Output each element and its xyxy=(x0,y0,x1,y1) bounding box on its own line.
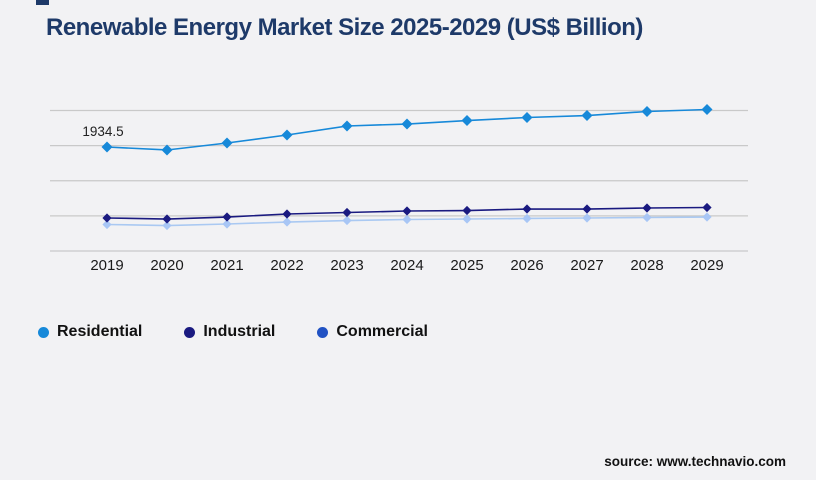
legend-item-residential[interactable]: Residential xyxy=(38,323,142,341)
commercial-marker-2024 xyxy=(402,214,412,225)
commercial-marker-2023 xyxy=(342,215,352,226)
industrial-series xyxy=(102,202,712,224)
commercial-marker-2020 xyxy=(162,220,172,231)
commercial-marker-2022 xyxy=(282,217,292,227)
x-axis-label-2026: 2026 xyxy=(510,257,543,274)
x-axis-label-2022: 2022 xyxy=(270,257,303,274)
commercial-series xyxy=(102,212,712,231)
x-axis-label-2029: 2029 xyxy=(690,257,723,274)
residential-marker-2019 xyxy=(101,141,113,153)
industrial-marker-2029 xyxy=(702,202,712,213)
residential-point-label: 1934.5 xyxy=(82,124,123,139)
industrial-marker-2024 xyxy=(402,206,412,216)
residential-marker-2027 xyxy=(581,110,593,122)
legend-label: Commercial xyxy=(336,323,428,340)
legend-label: Residential xyxy=(57,323,143,340)
industrial-marker-2020 xyxy=(162,214,172,224)
commercial-marker-2029 xyxy=(702,212,712,222)
commercial-marker-2028 xyxy=(642,212,652,223)
x-axis-label-2024: 2024 xyxy=(390,257,423,274)
industrial-marker-2022 xyxy=(282,209,292,219)
residential-marker-2020 xyxy=(161,144,173,156)
commercial-marker-2027 xyxy=(582,213,592,223)
gridlines xyxy=(50,109,748,252)
chart-title: Renewable Energy Market Size 2025-2029 (… xyxy=(46,14,643,41)
industrial-marker-2027 xyxy=(582,204,592,214)
x-axis-label-2020: 2020 xyxy=(150,257,183,274)
x-axis-label-2028: 2028 xyxy=(630,257,663,274)
residential-marker-2029 xyxy=(701,104,713,116)
residential-line xyxy=(106,108,708,151)
commercial-marker-2021 xyxy=(222,219,232,229)
residential-marker-2025 xyxy=(461,115,473,127)
industrial-legend-dot-icon xyxy=(184,326,196,338)
residential-marker-2028 xyxy=(641,105,653,117)
corner-accent-mark xyxy=(36,0,49,5)
industrial-marker-2019 xyxy=(102,213,112,223)
x-axis-labels: 2019 2020 2021 2022 2023 2024 2025 2026 2027 2028… xyxy=(90,257,723,274)
x-axis-label-2025: 2025 xyxy=(450,257,483,274)
legend-item-industrial[interactable]: Industrial xyxy=(184,323,275,341)
residential-marker-2022 xyxy=(281,129,293,141)
industrial-marker-2025 xyxy=(462,205,472,216)
residential-marker-2023 xyxy=(341,120,353,132)
commercial-marker-2025 xyxy=(462,214,472,224)
industrial-marker-2023 xyxy=(342,207,352,218)
commercial-marker-2019 xyxy=(102,219,112,230)
industrial-marker-2028 xyxy=(642,203,652,213)
legend-item-commercial[interactable]: Commercial xyxy=(317,323,428,341)
commercial-marker-2026 xyxy=(522,213,532,224)
residential-series: 1934.5 xyxy=(82,104,713,156)
source-attribution: source: www.technavio.com xyxy=(604,454,786,469)
x-axis-label-2023: 2023 xyxy=(330,257,363,274)
residential-legend-dot-icon xyxy=(38,326,49,338)
residential-marker-2021 xyxy=(221,137,233,149)
x-axis-label-2021: 2021 xyxy=(210,257,243,274)
commercial-legend-dot-icon xyxy=(317,326,329,338)
chart-legend: Residential Industrial Commercial xyxy=(38,323,428,341)
legend-label: Industrial xyxy=(203,323,276,340)
x-axis-label-2019: 2019 xyxy=(90,257,123,274)
industrial-marker-2026 xyxy=(522,204,532,214)
residential-marker-2024 xyxy=(401,118,413,130)
residential-marker-2026 xyxy=(521,112,533,124)
industrial-marker-2021 xyxy=(222,212,232,222)
x-axis-label-2027: 2027 xyxy=(570,257,603,274)
